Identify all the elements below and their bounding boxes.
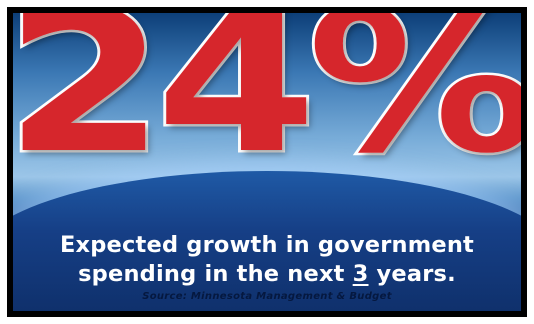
caption: Expected growth in government spending i… [13,231,521,289]
black-border: 24% Expected growth in government spendi… [7,7,527,317]
caption-line-2-end: years. [368,261,456,287]
caption-years-number: 3 [352,261,369,287]
caption-line-2: spending in the next 3 years. [13,260,521,289]
graphic-background: 24% Expected growth in government spendi… [13,13,521,311]
caption-line-1: Expected growth in government [59,232,475,258]
caption-line-2-start: spending in the next [78,261,353,287]
source-note: Source: Minnesota Management & Budget [142,291,392,302]
headline-percent: 24% [13,13,521,197]
